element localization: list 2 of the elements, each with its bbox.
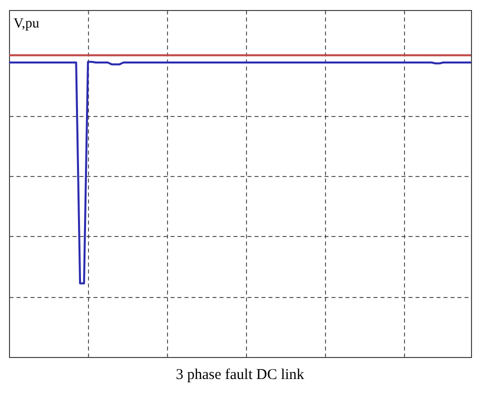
text: 3 phase fault DC link — [176, 367, 305, 383]
y-axis-title: V,pu — [14, 16, 40, 32]
